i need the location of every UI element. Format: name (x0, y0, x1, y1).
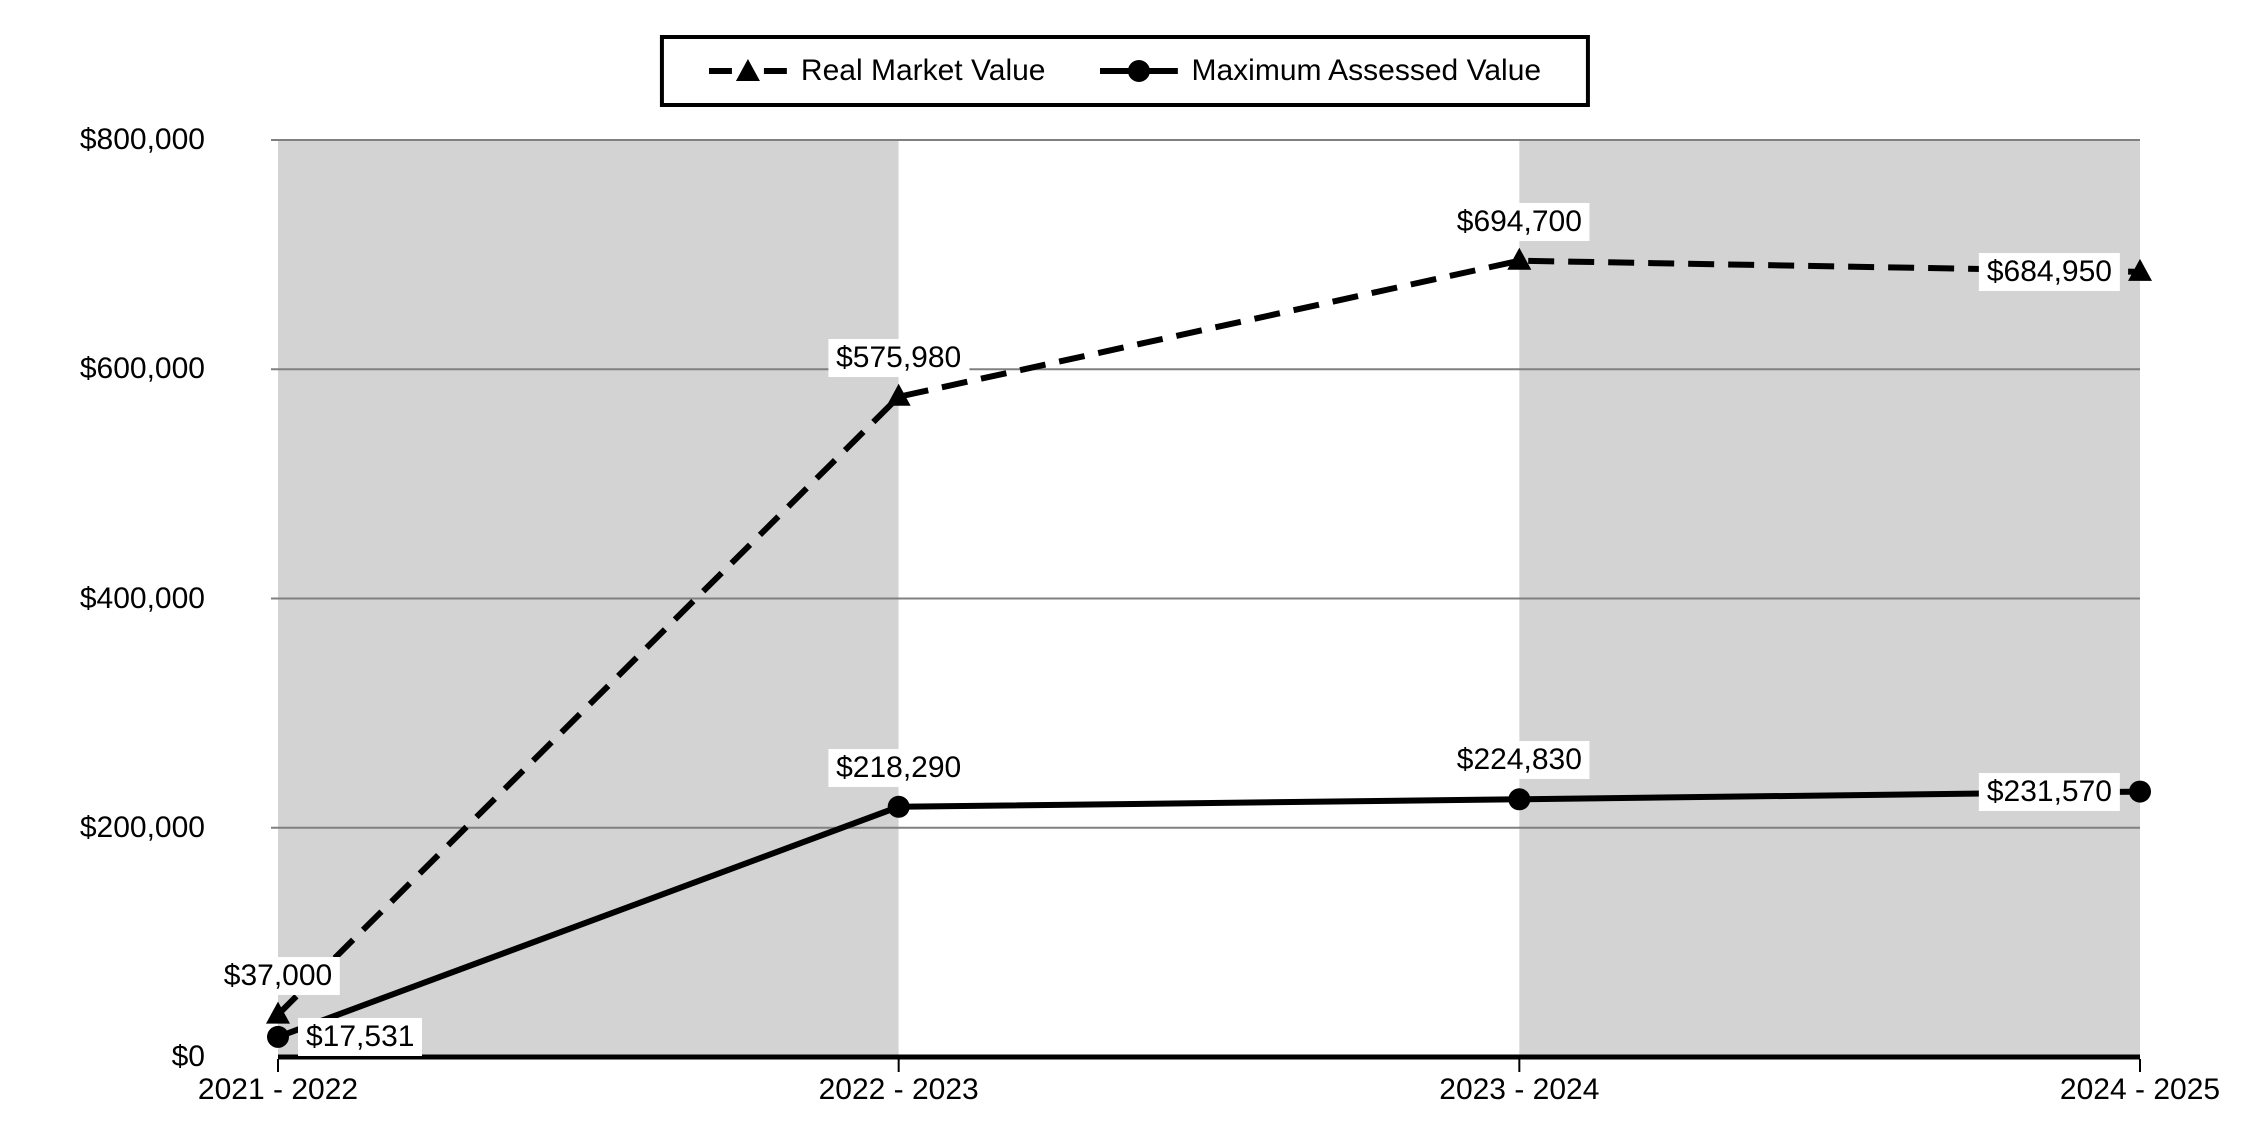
x-tick-label-2023-2024: 2023 - 2024 (1439, 1073, 1600, 1106)
y-tick-label-200-000: $200,000 (79, 810, 205, 844)
dashed-line-triangle-marker-icon (708, 59, 787, 81)
marker-triangle-real-market-value-2 (1507, 247, 1532, 270)
marker-circle-maximum-assessed-value-2 (1508, 788, 1531, 811)
legend-label-real-market-value: Real Market Value (800, 54, 1046, 87)
x-tick-label-2024-2025: 2024 - 2025 (2059, 1073, 2221, 1106)
data-label-real-market-value-0: $37,000 (215, 956, 341, 995)
data-label-maximum-assessed-value-1: $218,290 (828, 748, 970, 787)
series-line-real-market-value (275, 257, 2141, 1017)
x-tick-label-2021-2022: 2021 - 2022 (197, 1073, 359, 1106)
marker-circle-maximum-assessed-value-0 (267, 1025, 289, 1048)
solid-line-circle-marker-icon (1099, 60, 1178, 82)
marker-triangle-real-market-value-3 (2128, 258, 2152, 281)
y-tick-label-600-000: $600,000 (79, 352, 205, 386)
data-label-maximum-assessed-value-3: $231,570 (1978, 772, 2120, 811)
legend-label-maximum-assessed-value: Maximum Assessed Value (1191, 54, 1542, 87)
legend-item-maximum-assessed-value: Maximum Assessed Value (1099, 53, 1541, 89)
legend: Real Market Value Maximum Assessed Value (659, 35, 1591, 107)
marker-triangle-real-market-value-1 (886, 383, 911, 406)
marker-circle-maximum-assessed-value-1 (887, 795, 910, 818)
legend-item-real-market-value: Real Market Value (708, 53, 1046, 89)
x-tick-label-2022-2023: 2022 - 2023 (818, 1073, 979, 1106)
marker-triangle-real-market-value-0 (266, 1001, 290, 1024)
y-tick-label-800-000: $800,000 (79, 123, 205, 156)
data-label-real-market-value-2: $694,700 (1448, 202, 1590, 241)
data-label-maximum-assessed-value-2: $224,830 (1448, 741, 1590, 780)
series-line-maximum-assessed-value (276, 788, 2141, 1040)
data-label-real-market-value-1: $575,980 (828, 338, 970, 377)
data-label-maximum-assessed-value-0: $17,531 (298, 1017, 423, 1056)
y-tick-label-0: $0 (171, 1040, 205, 1073)
data-label-real-market-value-3: $684,950 (1978, 252, 2120, 291)
y-tick-label-400-000: $400,000 (79, 581, 205, 615)
marker-circle-maximum-assessed-value-3 (2129, 780, 2151, 803)
